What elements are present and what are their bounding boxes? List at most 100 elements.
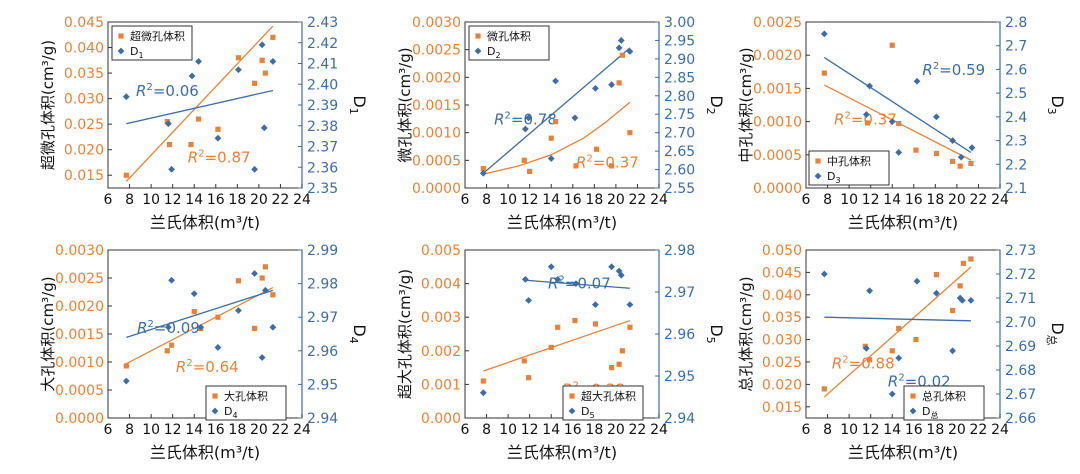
x-tick-label: 16 <box>207 422 225 438</box>
x-tick-label: 10 <box>840 422 858 438</box>
data-point-left <box>957 283 963 289</box>
left-tick-label: 0.0020 <box>753 48 802 64</box>
data-point-left <box>960 260 966 267</box>
left-tick-label: 0.0020 <box>55 299 104 315</box>
data-point-right <box>933 113 940 121</box>
legend-box <box>808 150 890 186</box>
legend: 超大孔体积 D5 <box>562 385 644 421</box>
right-tick-label: 2.66 <box>1005 411 1036 427</box>
left-tick-label: 0.035 <box>762 310 802 326</box>
left-tick-label: 0.0015 <box>753 81 802 97</box>
data-point-left <box>548 344 554 351</box>
right-tick-label: 2.71 <box>1005 291 1036 307</box>
legend-marker-right <box>814 172 822 180</box>
fit-line-right <box>126 89 274 125</box>
data-point-left <box>521 157 527 163</box>
left-tick-label: 0.005 <box>421 243 461 259</box>
left-tick-label: 0.0025 <box>412 43 461 59</box>
right-tick-label: 2.42 <box>307 36 338 52</box>
x-tick-label: 16 <box>207 192 225 208</box>
x-tick-label: 14 <box>542 422 560 438</box>
chart-panel-1: 6 8 10 12 14 16 18 20 22 24 兰氏体积(m³/t) 0.015 0.020 0.… <box>39 15 369 232</box>
chart-panel-3: 6 8 10 12 14 16 18 20 22 24 兰氏体积(m³/t) 0.0000 0.0005… <box>737 15 1067 232</box>
legend-marker-left <box>118 33 124 39</box>
legend-label: 大孔体积 <box>224 389 268 403</box>
data-point-right <box>269 323 277 331</box>
data-point-left <box>270 34 276 40</box>
x-axis-label: 兰氏体积(m³/t) <box>848 213 958 232</box>
data-point-left <box>251 80 258 86</box>
data-point-left <box>164 348 170 354</box>
data-point-left <box>262 70 268 76</box>
left-tick-label: 0.020 <box>762 377 802 393</box>
data-point-left <box>913 147 919 153</box>
x-tick-label: 22 <box>970 422 988 438</box>
data-point-right <box>571 114 579 122</box>
right-tick-label: 2.73 <box>1005 243 1036 259</box>
legend-label: D总 <box>922 405 938 420</box>
data-point-right <box>862 111 870 118</box>
data-point-right <box>933 289 940 297</box>
data-point-left <box>957 163 963 169</box>
data-point-right <box>261 286 269 294</box>
right-tick-label: 2.72 <box>1005 267 1036 283</box>
left-tick-label: 0.040 <box>64 41 104 57</box>
data-point-left <box>555 324 561 330</box>
right-tick-label: 2.35 <box>307 181 338 197</box>
x-axis-label: 兰氏体积(m³/t) <box>150 213 260 232</box>
data-point-right <box>608 263 615 271</box>
x-tick-label: 24 <box>293 422 311 438</box>
x-tick-label: 20 <box>250 422 268 438</box>
x-tick-label: 20 <box>948 192 966 208</box>
right-tick-label: 2.5 <box>1005 86 1027 102</box>
x-tick-label: 18 <box>228 422 246 438</box>
x-tick-label: 12 <box>164 422 182 438</box>
x-tick-label: 6 <box>104 422 113 438</box>
data-point-left <box>864 120 871 126</box>
right-tick-label: 2.65 <box>664 144 695 160</box>
legend-marker-left <box>475 33 481 39</box>
fit-line-left <box>125 25 274 182</box>
left-tick-label: 0.0030 <box>55 243 104 259</box>
x-tick-label: 22 <box>272 192 290 208</box>
data-point-right <box>592 301 599 308</box>
legend-box <box>111 25 193 61</box>
left-tick-label: 0.0030 <box>412 15 461 31</box>
data-point-right <box>626 301 634 308</box>
legend-marker-right <box>568 407 576 415</box>
right-tick-label: 2.70 <box>664 126 695 142</box>
x-tick-label: 24 <box>991 422 1009 438</box>
data-point-left <box>933 150 940 157</box>
right-tick-label: 2.95 <box>664 369 695 385</box>
data-point-left <box>616 80 622 86</box>
x-tick-label: 6 <box>104 192 113 208</box>
right-tick-label: 2.98 <box>307 277 338 293</box>
legend-label: D5 <box>581 405 595 420</box>
x-tick-label: 8 <box>482 192 491 208</box>
right-tick-label: 2.70 <box>1005 315 1036 331</box>
data-point-left <box>949 307 956 314</box>
legend-marker-left <box>910 393 916 399</box>
legend-marker-right <box>117 47 125 55</box>
x-tick-label: 14 <box>185 192 203 208</box>
data-point-left <box>191 309 197 315</box>
data-point-right <box>195 58 202 65</box>
data-point-right <box>913 77 921 85</box>
right-tick-label: 2.95 <box>307 377 338 393</box>
x-tick-label: 8 <box>482 422 491 438</box>
r2-label: R2=0.06 <box>136 82 199 100</box>
data-point-left <box>251 325 258 331</box>
x-tick-label: 16 <box>905 192 923 208</box>
legend-marker-left <box>212 393 218 399</box>
data-point-left <box>627 324 633 330</box>
left-tick-label: 0.000 <box>421 411 461 427</box>
x-tick-label: 18 <box>926 422 944 438</box>
data-point-right <box>258 41 266 49</box>
chart-panel-2: 6 8 10 12 14 16 18 20 22 24 兰氏体积(m³/t) 0.0000 0.0005… <box>396 15 726 232</box>
left-tick-label: 0.0010 <box>55 355 104 371</box>
legend-marker-left <box>815 158 821 164</box>
x-tick-label: 20 <box>607 192 625 208</box>
x-tick-label: 10 <box>142 422 160 438</box>
x-tick-label: 8 <box>125 422 134 438</box>
right-tick-label: 2.4 <box>1005 110 1027 126</box>
